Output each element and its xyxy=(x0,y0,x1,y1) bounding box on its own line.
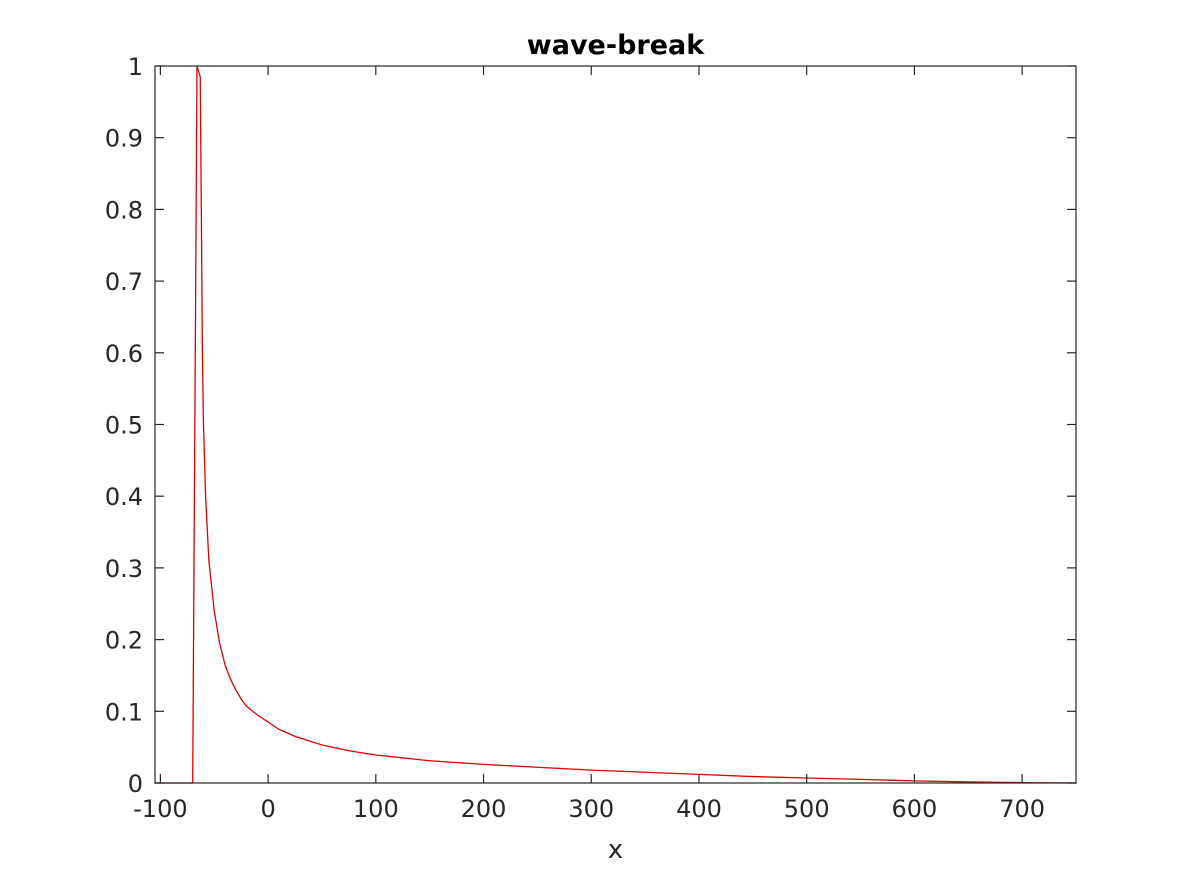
y-tick-label: 0.7 xyxy=(105,268,143,296)
x-axis-label: x xyxy=(608,835,623,865)
x-tick-label: 300 xyxy=(568,795,614,823)
x-tick-label: 700 xyxy=(999,795,1045,823)
y-tick-label: 0.3 xyxy=(105,555,143,583)
x-axis: -100 0 100 200 300 400 500 600 700 xyxy=(133,66,1045,823)
x-tick-label: 400 xyxy=(676,795,722,823)
y-tick-label: 0.5 xyxy=(105,412,143,440)
y-axis: 0 0.1 0.2 0.3 0.4 0.5 0.6 0.7 0.8 0.9 1 xyxy=(105,53,1076,798)
y-tick-label: 0.1 xyxy=(105,698,143,726)
y-tick-label: 0.6 xyxy=(105,340,143,368)
x-tick-label: 0 xyxy=(260,795,275,823)
x-tick-label: 600 xyxy=(892,795,938,823)
x-tick-label: 200 xyxy=(461,795,507,823)
y-tick-label: 0.2 xyxy=(105,627,143,655)
x-tick-label: 500 xyxy=(784,795,830,823)
y-tick-label: 0.9 xyxy=(105,125,143,153)
plot-area xyxy=(155,66,1076,783)
chart-title: wave-break xyxy=(527,30,705,61)
x-tick-label: -100 xyxy=(133,795,187,823)
y-tick-label: 0 xyxy=(128,770,143,798)
y-tick-label: 0.4 xyxy=(105,483,143,511)
y-tick-label: 1 xyxy=(128,53,143,81)
y-tick-label: 0.8 xyxy=(105,196,143,224)
series-layer xyxy=(155,65,1076,784)
x-tick-label: 100 xyxy=(353,795,399,823)
series-line-0 xyxy=(155,65,1076,784)
